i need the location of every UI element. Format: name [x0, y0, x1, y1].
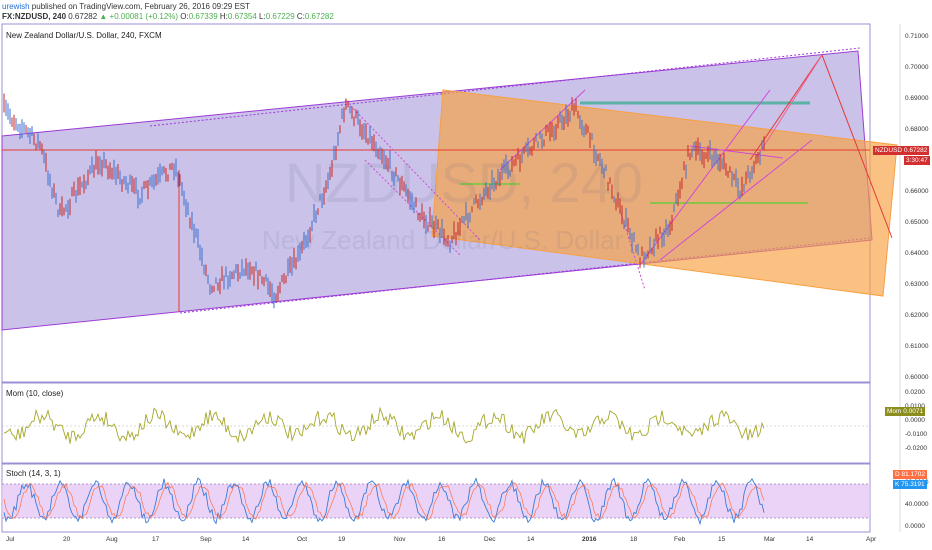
mom-tick-label: 0.0000 — [905, 417, 925, 424]
price-badge-symbol: NZDUSD — [875, 147, 903, 154]
publish-info: urewish published on TradingView.com, Fe… — [2, 2, 250, 11]
time-tick-label: 17 — [152, 536, 160, 543]
price-tick-label: 0.70000 — [905, 64, 929, 71]
projection-up-line — [756, 54, 823, 158]
magenta-trend-3 — [659, 139, 813, 261]
stoch-d-line — [3, 481, 765, 521]
high-label: H: — [219, 12, 228, 21]
author-link[interactable]: urewish — [2, 2, 30, 11]
mom-panel-frame — [1, 382, 871, 464]
open-label: O: — [180, 12, 189, 21]
magenta-trend-4 — [689, 145, 784, 159]
price-change: ▲ +0.00081 (+0.12%) — [99, 12, 179, 21]
time-tick-label: Jul — [6, 536, 15, 543]
low-value: 0.67229 — [265, 12, 295, 21]
momentum-line — [3, 406, 765, 444]
time-tick-label: Dec — [484, 536, 496, 543]
price-tick-label: 0.69000 — [905, 95, 929, 102]
mom-badge-label: Mom — [887, 408, 902, 415]
price-candles — [3, 93, 765, 309]
time-tick-label: Sep — [200, 536, 212, 543]
time-tick-label: 19 — [338, 536, 346, 543]
main-panel-title: New Zealand Dollar/U.S. Dollar, 240, FXC… — [6, 31, 162, 40]
mom-tick-label: 0.0100 — [905, 403, 925, 410]
time-tick-label: Oct — [297, 536, 308, 543]
time-tick-label: 15 — [718, 536, 726, 543]
orange-rotated-rectangle[interactable] — [431, 89, 898, 297]
price-tick-label: 0.62000 — [905, 312, 929, 319]
stoch-tick-label: 40.0000 — [905, 501, 929, 508]
mom-tick-label: -0.0100 — [905, 431, 928, 438]
price-tick-label: 0.61000 — [905, 343, 929, 350]
magenta-dotted-1 — [344, 99, 481, 241]
mom-badge-value: 0.0071 — [903, 408, 924, 415]
price-tick-label: 0.66000 — [905, 188, 929, 195]
mom-badge: Mom 0.0071 — [885, 407, 926, 416]
price-badge-value: 0.67282 — [903, 147, 928, 154]
price-tick-label: 0.63000 — [905, 281, 929, 288]
stoch-k-label: K — [895, 481, 900, 488]
bar-countdown: 3:30:47 — [904, 156, 930, 165]
time-tick-label: Mar — [764, 536, 776, 543]
stoch-d-label: D — [895, 471, 900, 478]
mom-panel-title: Mom (10, close) — [6, 389, 64, 398]
stoch-d-badge: D 81.1702 — [893, 470, 928, 479]
stoch-k-line — [3, 477, 765, 526]
price-badge: NZDUSD 0.67282 — [873, 146, 930, 155]
time-tick-label: 14 — [527, 536, 535, 543]
time-tick-label: 14 — [242, 536, 250, 543]
stoch-d-value: 81.1702 — [901, 471, 926, 478]
channel-upper-dotted — [149, 47, 861, 127]
stoch-k-value: 75.3191 — [901, 481, 925, 488]
price-tick-label: 0.64000 — [905, 250, 929, 257]
time-tick-label: Aug — [106, 536, 118, 543]
price-tick-label: 0.65000 — [905, 219, 929, 226]
symbol-label: FX:NZDUSD, 240 — [2, 12, 67, 21]
time-tick-label: Nov — [394, 536, 406, 543]
stoch-k-badge: K 75.3191 — [893, 480, 927, 489]
time-tick-label: 16 — [438, 536, 446, 543]
mom-tick-label: 0.0200 — [905, 389, 925, 396]
time-tick-label: Apr — [866, 536, 877, 543]
close-label: C: — [296, 12, 305, 21]
mom-tick-label: -0.0200 — [905, 445, 928, 452]
time-tick-label: 2016 — [582, 536, 597, 543]
low-label: L: — [259, 12, 266, 21]
symbol-quote-line: FX:NZDUSD, 240 0.67282 ▲ +0.00081 (+0.12… — [2, 12, 334, 21]
open-value: 0.67339 — [188, 12, 218, 21]
high-value: 0.67354 — [227, 12, 257, 21]
time-tick-label: Feb — [674, 536, 686, 543]
close-value: 0.67282 — [304, 12, 334, 21]
price-tick-label: 0.68000 — [905, 126, 929, 133]
published-text: published on TradingView.com, February 2… — [29, 2, 251, 11]
time-tick-label: 18 — [630, 536, 638, 543]
magenta-trend-1 — [499, 89, 586, 171]
price-tick-label: 0.71000 — [905, 33, 929, 40]
stoch-panel-title: Stoch (14, 3, 1) — [6, 469, 61, 478]
stoch-tick-label: 0.0000 — [905, 523, 925, 530]
price-tick-label: 0.60000 — [905, 374, 929, 381]
time-tick-label: 14 — [806, 536, 814, 543]
last-price: 0.67282 — [68, 12, 98, 21]
time-tick-label: 20 — [63, 536, 71, 543]
